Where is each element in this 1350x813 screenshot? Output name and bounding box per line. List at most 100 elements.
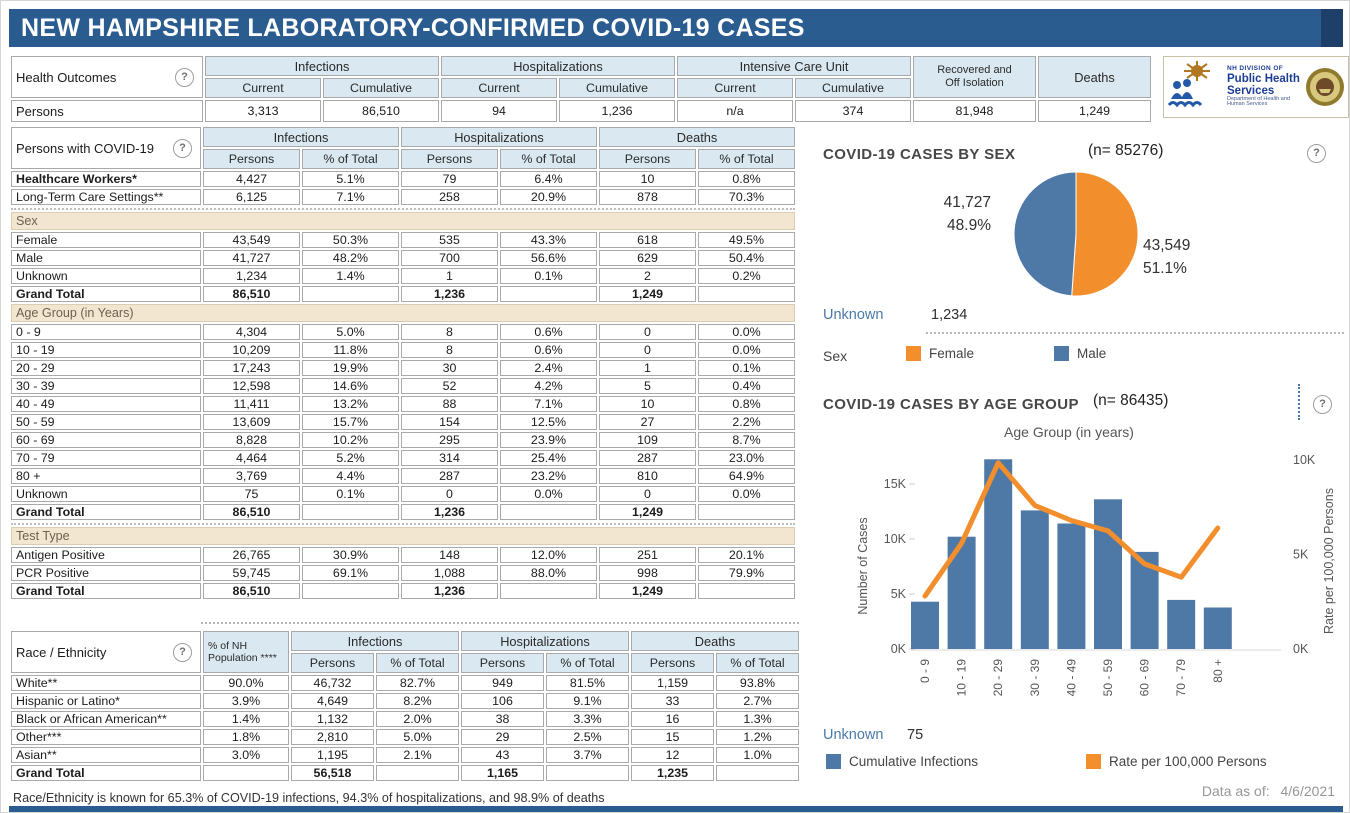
value-cell[interactable]: 287 [599,450,696,466]
value-cell[interactable]: 4,649 [291,693,374,709]
value-cell[interactable]: 2.4% [500,360,597,376]
value-cell[interactable]: 1.2% [716,729,799,745]
row-label[interactable]: Asian** [11,747,201,763]
value-cell[interactable]: 2.5% [546,729,629,745]
value-cell[interactable]: 1.0% [716,747,799,763]
value-cell[interactable]: 1,195 [291,747,374,763]
value-cell[interactable]: 1,249 [599,286,696,302]
help-icon[interactable]: ? [1313,395,1332,414]
value-cell[interactable]: 12,598 [203,378,300,394]
value-cell[interactable]: 0.6% [500,324,597,340]
value-cell[interactable]: 30.9% [302,547,399,563]
value-cell[interactable]: 4,427 [203,171,300,187]
value-cell[interactable]: 0.0% [698,486,795,502]
value-cell[interactable]: 25.4% [500,450,597,466]
value-cell[interactable]: 2.2% [698,414,795,430]
row-label[interactable]: 60 - 69 [11,432,201,448]
value-cell[interactable] [500,504,597,520]
value-cell[interactable] [302,504,399,520]
value-cell[interactable]: 0.8% [698,171,795,187]
bar-70-79[interactable] [1167,599,1196,649]
value-cell[interactable]: 86,510 [203,286,300,302]
value-cell[interactable]: 0.0% [698,342,795,358]
value-cell[interactable]: 7.1% [500,396,597,412]
value-cell[interactable]: 64.9% [698,468,795,484]
value-cell[interactable]: 1.4% [203,711,289,727]
row-label[interactable]: Black or African American** [11,711,201,727]
row-label[interactable]: 0 - 9 [11,324,201,340]
legend-item-cumulative-infections[interactable]: Cumulative Infections [826,754,978,769]
value-cell[interactable]: 154 [401,414,498,430]
value-cell[interactable]: 0 [599,342,696,358]
value-cell[interactable]: 4.2% [500,378,597,394]
value-cell[interactable]: 33 [631,693,714,709]
value-cell[interactable] [500,286,597,302]
value-cell[interactable]: 535 [401,232,498,248]
value-cell[interactable]: 1 [599,360,696,376]
value-cell[interactable]: 5.0% [302,324,399,340]
value-cell[interactable]: 43.3% [500,232,597,248]
value-cell[interactable]: 314 [401,450,498,466]
value-cell[interactable]: 10 [599,171,696,187]
value-cell[interactable]: 251 [599,547,696,563]
row-label[interactable]: 20 - 29 [11,360,201,376]
row-label[interactable]: 70 - 79 [11,450,201,466]
value-cell[interactable]: 4,464 [203,450,300,466]
value-cell[interactable]: 13,609 [203,414,300,430]
value-cell[interactable]: 0.0% [698,324,795,340]
value-cell[interactable] [500,583,597,599]
value-cell[interactable]: 52 [401,378,498,394]
value-cell[interactable]: 3.3% [546,711,629,727]
value-cell[interactable]: 810 [599,468,696,484]
rate-line[interactable] [922,460,1221,599]
value-cell[interactable]: 82.7% [376,675,459,691]
value-cell[interactable]: 38 [461,711,544,727]
value-cell[interactable]: 10.2% [302,432,399,448]
row-label[interactable]: 40 - 49 [11,396,201,412]
row-label[interactable]: Healthcare Workers* [11,171,201,187]
value-cell[interactable]: 11.8% [302,342,399,358]
value-cell[interactable]: 59,745 [203,565,300,581]
value-cell[interactable]: 75 [203,486,300,502]
value-cell[interactable]: 43,549 [203,232,300,248]
value-cell[interactable] [698,583,795,599]
value-cell[interactable]: 287 [401,468,498,484]
value-cell[interactable]: 0.6% [500,342,597,358]
value-cell[interactable]: 8 [401,324,498,340]
value-cell[interactable]: 11,411 [203,396,300,412]
value-cell[interactable]: 20.9% [500,189,597,205]
value-cell[interactable]: 48.2% [302,250,399,266]
value-cell[interactable]: 148 [401,547,498,563]
value-cell[interactable] [716,765,799,781]
row-label[interactable]: Long-Term Care Settings** [11,189,201,205]
value-cell[interactable]: 998 [599,565,696,581]
value-cell[interactable]: 69.1% [302,565,399,581]
value-cell[interactable]: 1,235 [631,765,714,781]
value-cell[interactable]: 4.4% [302,468,399,484]
value-cell[interactable]: 23.2% [500,468,597,484]
value-cell[interactable]: 46,732 [291,675,374,691]
value-cell[interactable] [376,765,459,781]
value-cell[interactable]: 90.0% [203,675,289,691]
pie-slice-male[interactable] [1013,171,1077,297]
value-cell[interactable]: 0 [401,486,498,502]
value-cell[interactable]: 43 [461,747,544,763]
value-cell[interactable]: 79 [401,171,498,187]
value-cell[interactable]: 3,769 [203,468,300,484]
row-label[interactable]: PCR Positive [11,565,201,581]
bar-20-29[interactable] [984,459,1013,649]
value-cell[interactable]: 19.9% [302,360,399,376]
value-cell[interactable]: 50.3% [302,232,399,248]
legend-item-rate[interactable]: Rate per 100,000 Persons [1086,754,1267,769]
value-cell[interactable]: 15 [631,729,714,745]
pie-slice-female[interactable] [1071,171,1139,297]
row-label[interactable]: Antigen Positive [11,547,201,563]
value-cell[interactable]: 949 [461,675,544,691]
value-cell[interactable]: 3.0% [203,747,289,763]
value-cell[interactable] [698,504,795,520]
value-cell[interactable]: 1.4% [302,268,399,284]
value-cell[interactable]: 50.4% [698,250,795,266]
row-label[interactable]: Grand Total [11,583,201,599]
help-icon[interactable]: ? [175,67,194,87]
value-cell[interactable]: 5 [599,378,696,394]
